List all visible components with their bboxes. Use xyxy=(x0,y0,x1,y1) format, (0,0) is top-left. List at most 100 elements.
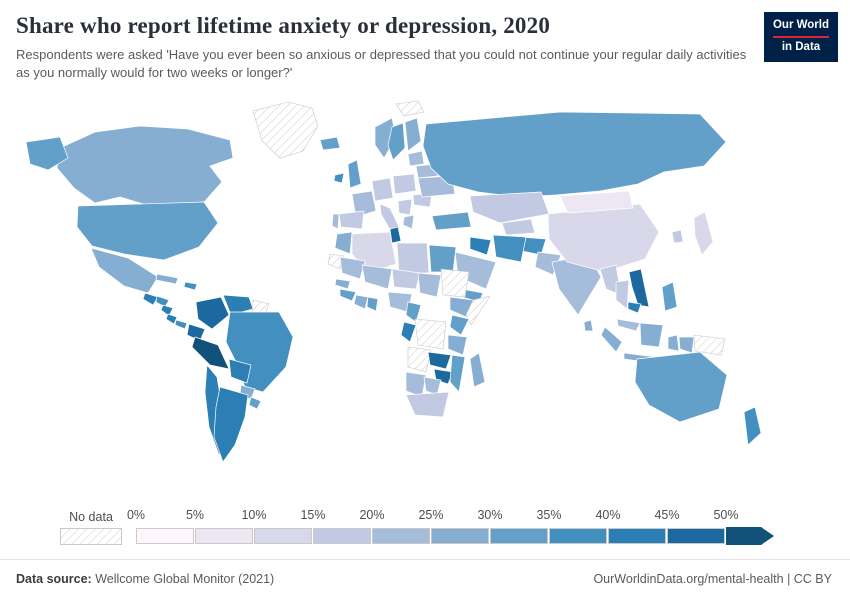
country-iraq[interactable] xyxy=(469,236,492,256)
country-thailand[interactable] xyxy=(615,279,630,310)
country-iceland[interactable] xyxy=(319,136,341,151)
country-alaska[interactable] xyxy=(25,136,69,171)
legend-bin-4[interactable] xyxy=(372,528,430,544)
country-angola[interactable] xyxy=(407,346,432,373)
legend-tick: 20% xyxy=(359,508,385,522)
country-guinea[interactable] xyxy=(339,288,357,302)
country-iran[interactable] xyxy=(492,234,527,263)
country-zambia[interactable] xyxy=(427,351,452,370)
legend-bin-8[interactable] xyxy=(608,528,666,544)
country-china[interactable] xyxy=(547,203,660,273)
country-kazakhstan[interactable] xyxy=(469,191,550,224)
country-peru[interactable] xyxy=(191,336,230,370)
country-ireland[interactable] xyxy=(333,172,345,184)
country-dr-congo[interactable] xyxy=(414,318,447,350)
owid-logo[interactable]: Our World in Data xyxy=(764,12,838,63)
country-france[interactable] xyxy=(351,190,377,218)
country-finland[interactable] xyxy=(404,117,422,152)
country-argentina[interactable] xyxy=(213,386,249,463)
country-panama[interactable] xyxy=(174,319,188,330)
country-mexico[interactable] xyxy=(90,247,159,294)
country-uzbekistan[interactable] xyxy=(501,218,536,236)
country-mozambique[interactable] xyxy=(449,354,466,393)
country-sudan[interactable] xyxy=(440,268,470,298)
country-usa[interactable] xyxy=(76,201,219,261)
country-tunisia[interactable] xyxy=(389,226,402,244)
country-south-korea[interactable] xyxy=(671,229,684,244)
country-mauritania[interactable] xyxy=(339,256,366,280)
country-namibia[interactable] xyxy=(405,371,427,398)
country-mongolia[interactable] xyxy=(559,190,634,214)
legend-bin-10[interactable] xyxy=(726,527,774,545)
page-title: Share who report lifetime anxiety or dep… xyxy=(16,13,551,38)
country-kenya[interactable] xyxy=(449,314,470,336)
legend-bin-2[interactable] xyxy=(254,528,312,544)
legend-bin-6[interactable] xyxy=(490,528,548,544)
country-poland[interactable] xyxy=(392,173,417,195)
legend-bin-3[interactable] xyxy=(313,528,371,544)
country-turkey[interactable] xyxy=(431,211,472,231)
legend-tick: 5% xyxy=(185,508,205,522)
country-germany[interactable] xyxy=(371,177,394,202)
legend-bin-0[interactable] xyxy=(136,528,194,544)
country-cameroon[interactable] xyxy=(405,301,422,323)
country-russia[interactable] xyxy=(422,111,727,198)
legend-no-data-label: No data xyxy=(69,510,113,524)
country-ghana[interactable] xyxy=(366,296,379,312)
country-canada[interactable] xyxy=(56,125,234,207)
country-libya[interactable] xyxy=(396,242,430,274)
country-uk[interactable] xyxy=(347,159,362,189)
country-botswana[interactable] xyxy=(423,376,442,396)
country-bolivia[interactable] xyxy=(228,358,252,384)
country-lithuania[interactable] xyxy=(407,150,425,167)
legend-color-bar xyxy=(136,527,774,545)
country-somalia[interactable] xyxy=(465,295,491,326)
country-greece[interactable] xyxy=(402,214,415,230)
country-cambodia[interactable] xyxy=(627,301,642,314)
country-egypt[interactable] xyxy=(428,244,457,273)
country-australia[interactable] xyxy=(634,351,728,423)
country-tanzania[interactable] xyxy=(447,334,468,356)
legend-no-data-block[interactable]: No data xyxy=(60,510,122,545)
country-senegal[interactable] xyxy=(334,278,351,290)
legend-bin-9[interactable] xyxy=(667,528,725,544)
country-congo[interactable] xyxy=(400,321,417,343)
country-madagascar[interactable] xyxy=(469,352,486,388)
country-papua-new-guinea[interactable] xyxy=(693,334,726,356)
country-sri-lanka[interactable] xyxy=(583,319,594,332)
country-japan[interactable] xyxy=(693,211,714,256)
country-philippines[interactable] xyxy=(661,281,678,312)
country-dominican-republic[interactable] xyxy=(183,281,198,291)
country-greenland[interactable] xyxy=(252,101,319,159)
country-spain[interactable] xyxy=(338,210,365,230)
country-south-africa[interactable] xyxy=(405,391,450,418)
legend-bin-5[interactable] xyxy=(431,528,489,544)
country-cuba[interactable] xyxy=(155,273,179,285)
legend-tick: 50% xyxy=(713,508,739,522)
legend-tick: 10% xyxy=(241,508,267,522)
country-new-zealand[interactable] xyxy=(743,406,762,446)
country-portugal[interactable] xyxy=(331,213,340,230)
country-malaysia[interactable] xyxy=(616,318,641,332)
chart-header: Share who report lifetime anxiety or dep… xyxy=(0,0,850,82)
country-mali[interactable] xyxy=(361,264,393,290)
country-colombia[interactable] xyxy=(195,296,230,330)
country-uruguay[interactable] xyxy=(248,396,262,410)
country-sweden[interactable] xyxy=(387,122,406,161)
country-costa-rica[interactable] xyxy=(165,313,178,325)
country-brazil[interactable] xyxy=(225,311,294,393)
country-vietnam[interactable] xyxy=(628,268,650,308)
country-niger[interactable] xyxy=(391,268,421,290)
country-serbia[interactable] xyxy=(397,198,413,216)
chart-subtitle: Respondents were asked 'Have you ever be… xyxy=(16,47,747,81)
chart-footer: Data source: Wellcome Global Monitor (20… xyxy=(0,559,850,600)
legend-bin-7[interactable] xyxy=(549,528,607,544)
country-svalbard[interactable] xyxy=(395,100,425,117)
country-nicaragua[interactable] xyxy=(160,304,174,317)
country-guatemala[interactable] xyxy=(142,292,159,306)
footer-source-label: Data source: xyxy=(16,572,92,586)
country-chad[interactable] xyxy=(417,272,442,298)
country-morocco[interactable] xyxy=(334,231,353,255)
legend-bin-1[interactable] xyxy=(195,528,253,544)
country-cote-divoire[interactable] xyxy=(353,294,369,310)
